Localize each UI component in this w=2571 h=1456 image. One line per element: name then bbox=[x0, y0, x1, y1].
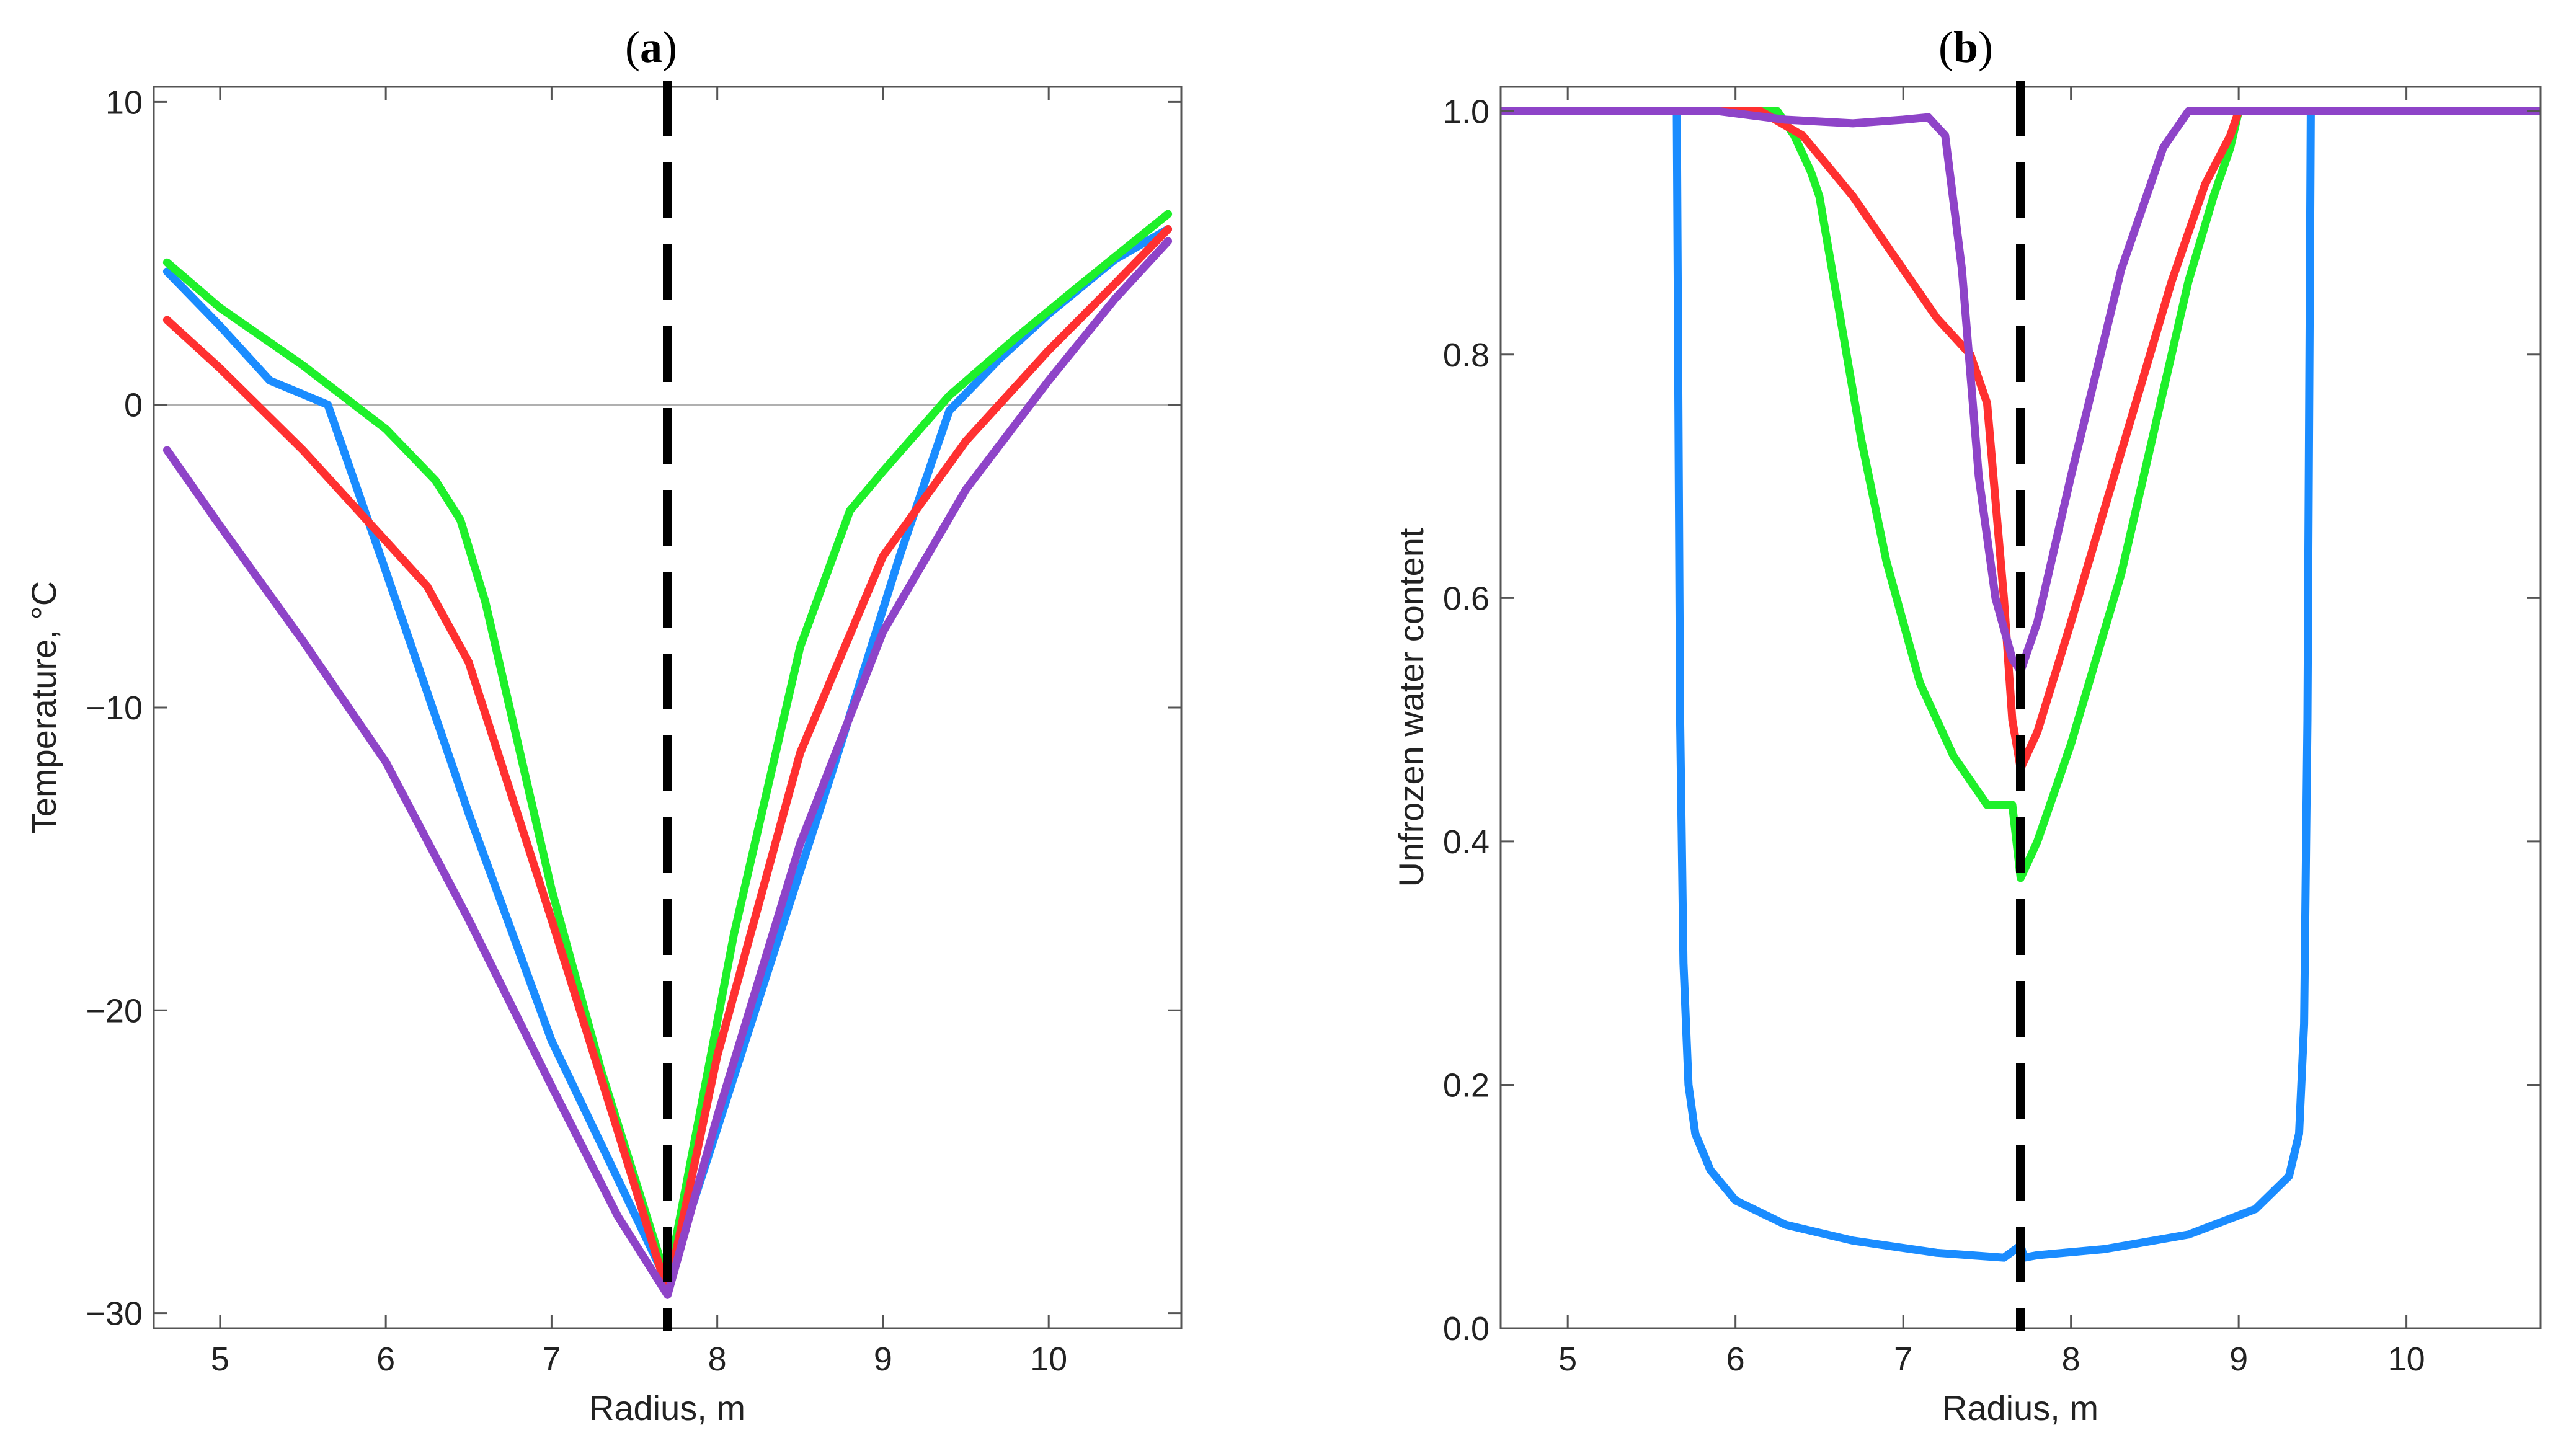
panel-a-y-tick-label: −30 bbox=[86, 1295, 143, 1333]
panel-b-series-purple bbox=[1501, 107, 2541, 675]
panel-a-y-tick-label: 0 bbox=[124, 387, 143, 424]
panel-b-series-green bbox=[1501, 107, 2541, 882]
panel-b-x-tick-label: 8 bbox=[2062, 1341, 2080, 1378]
panel-a-y-axis-label: Temperature, °C bbox=[24, 581, 63, 834]
panel-a-x-tick-label: 10 bbox=[1030, 1341, 1067, 1378]
panel-b-y-tick-label: 0.8 bbox=[1443, 337, 1490, 374]
panel-b-series-blue bbox=[1501, 107, 2541, 1262]
panel-a-x-axis-label: Radius, m bbox=[589, 1388, 745, 1427]
panel-b-unfrozen-water: (b) 5 6 7 8 9 100.00.20.40.60.81.0 Radius, m … bbox=[1392, 22, 2542, 1427]
panel-a-y-tick-label: −10 bbox=[86, 690, 143, 727]
panel-b-y-tick-label: 0.4 bbox=[1443, 823, 1490, 861]
panel-b-y-tick-label: 0.2 bbox=[1443, 1067, 1490, 1104]
panel-a-series-purple bbox=[162, 237, 1173, 1299]
panel-a-temperature: (a) 5 6 7 8 9 10 −30 −20 −10 0 10 Radius, m Temper… bbox=[24, 22, 1183, 1427]
panel-b-x-tick-label: 9 bbox=[2229, 1341, 2248, 1378]
panel-a-series-red bbox=[162, 225, 1173, 1296]
panel-a-x-tick-label: 6 bbox=[376, 1341, 395, 1378]
panel-a-title-letter: a bbox=[640, 22, 662, 72]
panel-a-x-tick-label: 9 bbox=[874, 1341, 892, 1378]
panel-b-title: (b) bbox=[1938, 22, 1993, 72]
panel-a-x-tick-label: 5 bbox=[211, 1341, 229, 1378]
panel-b-title-letter: b bbox=[1953, 22, 1978, 72]
panel-b-y-tick-label: 1.0 bbox=[1443, 93, 1490, 130]
panel-b-y-tick-label: 0.6 bbox=[1443, 580, 1490, 617]
panel-b-series-red bbox=[1501, 107, 2541, 773]
panel-b-x-tick-label: 7 bbox=[1894, 1341, 1912, 1378]
panel-a-title: (a) bbox=[625, 22, 677, 72]
panel-b-x-tick-label: 6 bbox=[1726, 1341, 1745, 1378]
panel-b-x-tick-label: 5 bbox=[1558, 1341, 1577, 1378]
panel-a-x-tick-label: 8 bbox=[708, 1341, 727, 1378]
panel-a-x-tick-label: 7 bbox=[542, 1341, 561, 1378]
panel-b-y-axis-label: Unfrozen water content bbox=[1392, 528, 1431, 887]
panel-a-y-tick-label: 10 bbox=[105, 84, 143, 121]
panel-b-y-tick-label: 0.0 bbox=[1443, 1310, 1490, 1347]
panel-b-x-axis-label: Radius, m bbox=[1942, 1388, 2098, 1427]
panel-b-x-tick-label: 10 bbox=[2388, 1341, 2425, 1378]
panel-a-y-tick-label: −20 bbox=[86, 992, 143, 1029]
